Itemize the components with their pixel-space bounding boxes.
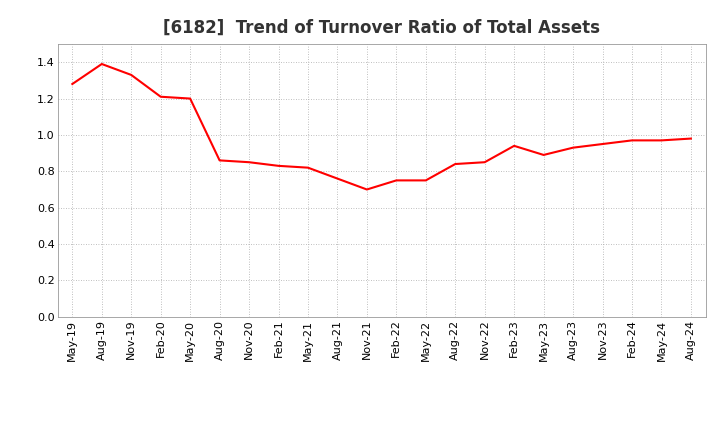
Title: [6182]  Trend of Turnover Ratio of Total Assets: [6182] Trend of Turnover Ratio of Total …	[163, 19, 600, 37]
